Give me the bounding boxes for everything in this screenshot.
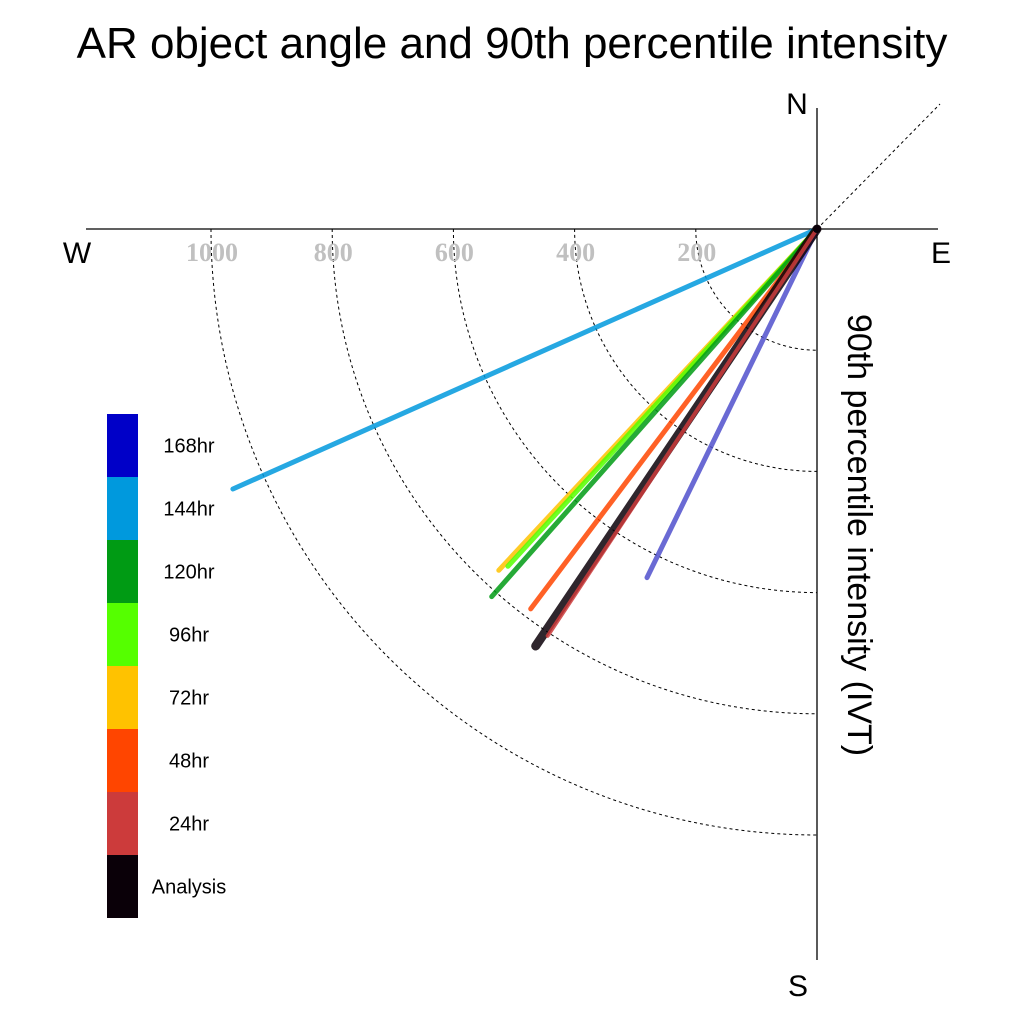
legend-swatch-72hr [107, 666, 138, 729]
compass-axes [86, 103, 941, 960]
compass-south: S [788, 970, 808, 1003]
diagonal-reference [816, 103, 941, 230]
legend-swatch-96hr [107, 603, 138, 666]
vector-144hr [230, 226, 820, 492]
legend-swatch-48hr [107, 729, 138, 792]
legend-swatch-168hr [107, 414, 138, 477]
vector-24hr [545, 227, 819, 638]
ring-label-600: 600 [435, 238, 474, 267]
ring-600 [452, 228, 818, 594]
series-vectors [230, 224, 822, 651]
origin-dot [813, 225, 821, 233]
legend: 168hr 144hr 120hr 96hr 72hr 48hr 24hr Analysis [107, 414, 226, 918]
ring-label-800: 800 [314, 238, 353, 267]
ring-label-1000: 1000 [186, 238, 238, 267]
legend-label-168hr: 168hr [163, 436, 214, 458]
legend-swatch-120hr [107, 540, 138, 603]
legend-swatch-144hr [107, 477, 138, 540]
legend-label-96hr: 96hr [169, 625, 209, 647]
legend-label-48hr: 48hr [169, 751, 209, 773]
ring-label-400: 400 [556, 238, 595, 267]
ring-labels: 200 400 600 800 1000 [186, 238, 716, 267]
legend-label-120hr: 120hr [163, 562, 214, 584]
ring-label-200: 200 [677, 238, 716, 267]
ring-200 [695, 228, 818, 351]
chart-title: AR object angle and 90th percentile inte… [77, 19, 948, 68]
vector-120hr [489, 226, 820, 600]
vector-168hr [644, 226, 820, 581]
legend-label-144hr: 144hr [163, 499, 214, 521]
intensity-rings [210, 228, 818, 836]
compass-east: E [931, 237, 951, 270]
compass-north: N [786, 88, 808, 121]
legend-swatch-analysis [107, 855, 138, 918]
ring-1000 [210, 228, 818, 836]
radial-axis-title: 90th percentile intensity (IVT) [840, 314, 878, 756]
legend-swatch-24hr [107, 792, 138, 855]
legend-label-72hr: 72hr [169, 688, 209, 710]
ring-400 [574, 228, 818, 472]
ring-800 [331, 228, 818, 715]
compass-west: W [63, 237, 92, 270]
legend-label-24hr: 24hr [169, 814, 209, 836]
legend-label-analysis: Analysis [152, 877, 226, 899]
